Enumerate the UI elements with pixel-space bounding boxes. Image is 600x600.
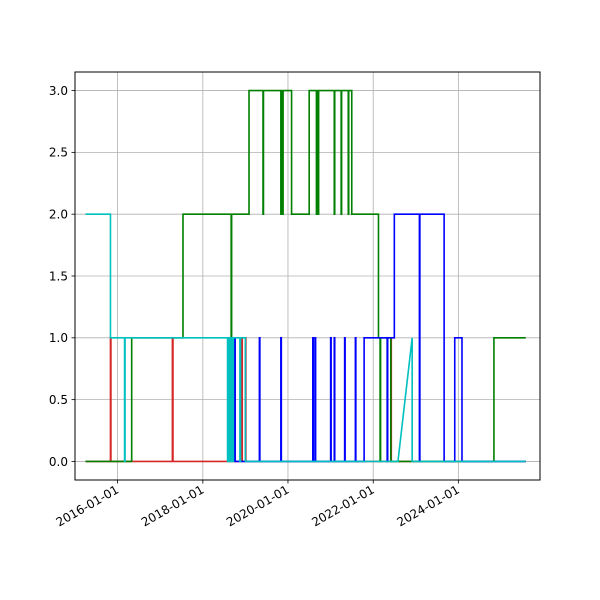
y-tick-label: 0.5 [49, 393, 68, 407]
y-tick-label: 3.0 [49, 84, 68, 98]
series-group [85, 89, 526, 463]
y-tick-label: 1.5 [49, 269, 68, 283]
y-tick-label: 0.0 [49, 455, 68, 469]
y-tick-label: 2.5 [49, 146, 68, 160]
y-tick-label: 2.0 [49, 207, 68, 221]
y-tick-label: 1.0 [49, 331, 68, 345]
series-line-4 [85, 213, 526, 463]
